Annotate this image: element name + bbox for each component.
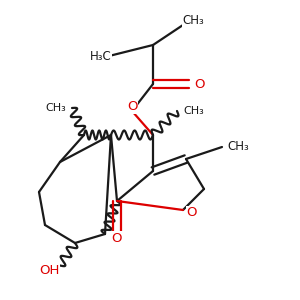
Text: CH₃: CH₃ bbox=[45, 103, 66, 113]
Text: CH₃: CH₃ bbox=[183, 106, 204, 116]
Text: O: O bbox=[112, 232, 122, 245]
Text: CH₃: CH₃ bbox=[228, 140, 249, 154]
Text: O: O bbox=[194, 77, 205, 91]
Text: H₃C: H₃C bbox=[90, 50, 111, 64]
Text: O: O bbox=[127, 100, 137, 113]
Text: OH: OH bbox=[39, 263, 60, 277]
Text: CH₃: CH₃ bbox=[183, 14, 204, 28]
Text: O: O bbox=[187, 206, 197, 220]
